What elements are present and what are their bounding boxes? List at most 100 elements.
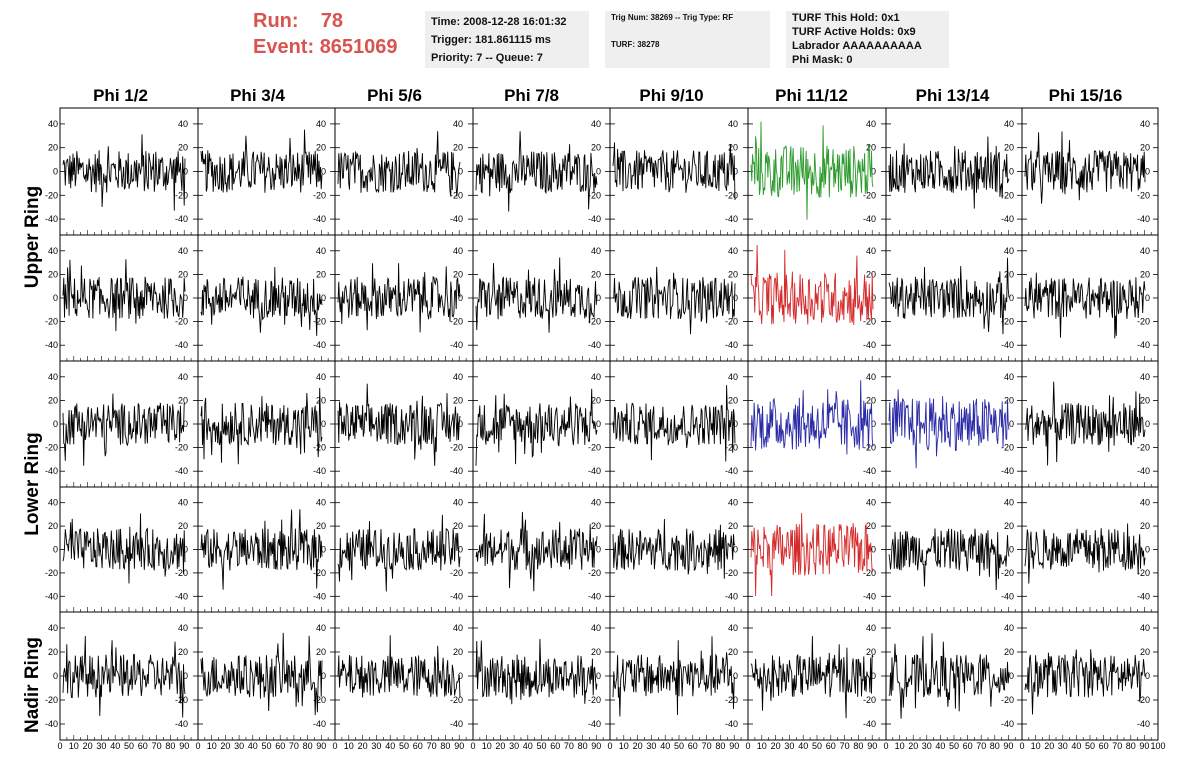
- y-tick-label: -40: [313, 719, 326, 729]
- y-tick-label: -40: [588, 591, 601, 601]
- y-tick-label: 20: [1140, 521, 1150, 531]
- waveform-trace: [888, 633, 1010, 719]
- x-tick-label: 50: [674, 741, 684, 751]
- run-row: Run: 78: [253, 8, 398, 34]
- y-tick-label: 20: [1004, 269, 1014, 279]
- y-tick-label: -40: [725, 719, 738, 729]
- x-tick-label: 10: [482, 741, 492, 751]
- y-tick-label: -40: [1001, 719, 1014, 729]
- x-tick-label: 20: [220, 741, 230, 751]
- waveform-trace: [1024, 523, 1146, 584]
- y-tick-label: 20: [591, 143, 601, 153]
- x-tick-label: 20: [358, 741, 368, 751]
- y-tick-label: 40: [866, 372, 876, 382]
- y-tick-label: -20: [588, 443, 601, 453]
- waveform-trace: [1024, 381, 1146, 466]
- x-tick-label: 30: [922, 741, 932, 751]
- column-header: Phi 1/2: [93, 86, 148, 105]
- y-tick-label: 0: [458, 419, 463, 429]
- y-tick-label: 0: [871, 671, 876, 681]
- y-tick-label: -20: [1001, 695, 1014, 705]
- column-header: Phi 9/10: [639, 86, 704, 105]
- trig-num-text: Trig Num: 38269 -- Trig Type: RF: [611, 13, 734, 22]
- y-tick-label: 40: [1004, 372, 1014, 382]
- y-tick-label: -20: [1001, 568, 1014, 578]
- y-tick-label: -40: [175, 466, 188, 476]
- trig-info-box: Trig Num: 38269 -- Trig Type: RF TURF: 3…: [605, 11, 770, 68]
- y-tick-label: -20: [588, 190, 601, 200]
- y-tick-label: 0: [871, 545, 876, 555]
- x-tick-label: 50: [949, 741, 959, 751]
- x-tick-label: 20: [83, 741, 93, 751]
- y-tick-label: 20: [453, 143, 463, 153]
- column-header: Phi 5/6: [367, 86, 422, 105]
- y-tick-label: -20: [725, 317, 738, 327]
- event-row: Event: 8651069: [253, 34, 398, 60]
- x-tick-label: 10: [207, 741, 217, 751]
- x-tick-label: 10: [895, 741, 905, 751]
- waveform-trace: [1024, 272, 1146, 339]
- y-tick-label: 40: [316, 372, 326, 382]
- waveform-trace: [475, 388, 598, 466]
- waveform-trace: [1024, 131, 1146, 204]
- y-tick-label: 40: [316, 246, 326, 256]
- x-tick-label: 30: [234, 741, 244, 751]
- y-tick-label: 20: [728, 395, 738, 405]
- y-tick-label: -20: [725, 443, 738, 453]
- y-tick-label: -40: [175, 719, 188, 729]
- y-tick-label: -20: [313, 317, 326, 327]
- waveform-trace: [612, 385, 736, 462]
- x-tick-label: 0: [470, 741, 475, 751]
- x-tick-label: 50: [261, 741, 271, 751]
- y-tick-label: -20: [588, 695, 601, 705]
- y-tick-label: 0: [1145, 545, 1150, 555]
- y-tick-label: -40: [863, 591, 876, 601]
- y-tick-label: -40: [1137, 466, 1150, 476]
- y-tick-label: 40: [48, 372, 58, 382]
- y-tick-label: 20: [178, 395, 188, 405]
- waveform-trace: [200, 387, 323, 465]
- y-tick-label: -20: [175, 568, 188, 578]
- y-tick-label: -20: [863, 443, 876, 453]
- y-tick-label: 20: [866, 521, 876, 531]
- y-tick-label: 0: [321, 167, 326, 177]
- y-tick-label: 20: [728, 521, 738, 531]
- x-tick-label: 30: [509, 741, 519, 751]
- event-label: Event:: [253, 36, 315, 58]
- waveform-trace: [337, 263, 461, 333]
- y-tick-label: 20: [1004, 521, 1014, 531]
- y-tick-label: 20: [1140, 143, 1150, 153]
- y-tick-label: 40: [1004, 119, 1014, 129]
- y-tick-label: -40: [45, 591, 58, 601]
- x-tick-label: 60: [1099, 741, 1109, 751]
- waveform-trace: [475, 131, 598, 212]
- run-label: Run:: [253, 10, 299, 32]
- y-tick-label: 0: [458, 167, 463, 177]
- y-tick-label: 40: [1004, 623, 1014, 633]
- y-tick-label: 0: [53, 293, 58, 303]
- y-tick-label: 40: [178, 372, 188, 382]
- y-tick-label: 0: [1009, 167, 1014, 177]
- x-tick-label: 60: [688, 741, 698, 751]
- y-tick-label: -40: [863, 466, 876, 476]
- y-tick-label: 40: [1004, 246, 1014, 256]
- y-tick-label: 0: [53, 545, 58, 555]
- y-tick-label: 20: [178, 521, 188, 531]
- x-tick-label: 50: [536, 741, 546, 751]
- y-tick-label: 20: [728, 143, 738, 153]
- y-tick-label: -40: [450, 719, 463, 729]
- waveform-trace: [62, 635, 186, 718]
- waveform-trace: [612, 636, 736, 717]
- y-tick-label: 0: [183, 671, 188, 681]
- y-tick-label: 0: [871, 419, 876, 429]
- y-tick-label: 20: [316, 647, 326, 657]
- waveform-trace: [62, 393, 186, 466]
- y-tick-label: 40: [48, 623, 58, 633]
- waveform-trace: [475, 638, 598, 705]
- y-tick-label: -40: [1001, 466, 1014, 476]
- y-tick-label: 40: [316, 119, 326, 129]
- y-tick-label: -40: [175, 340, 188, 350]
- column-header: Phi 7/8: [504, 86, 559, 105]
- x-tick-label: 60: [826, 741, 836, 751]
- waveform-trace: [750, 244, 874, 326]
